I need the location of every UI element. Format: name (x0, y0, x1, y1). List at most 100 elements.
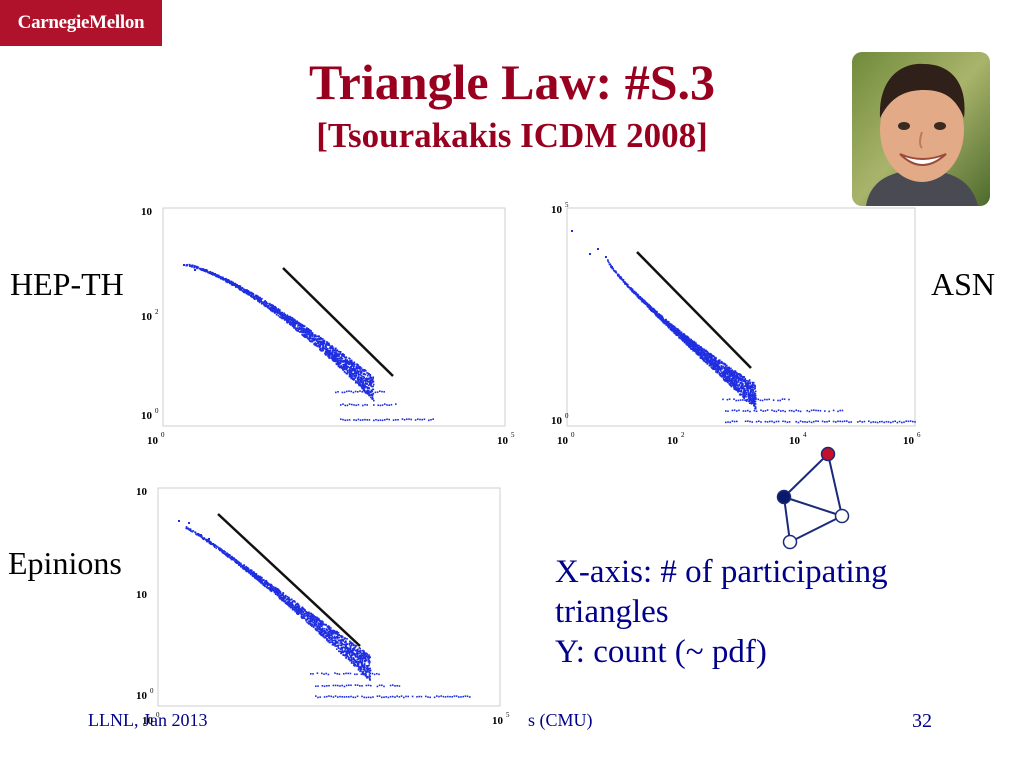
data-point (352, 374, 355, 376)
data-point (752, 394, 754, 397)
data-point (739, 375, 741, 378)
data-point (315, 624, 317, 626)
data-point (658, 317, 660, 319)
data-point (711, 359, 714, 361)
data-point (299, 325, 301, 328)
data-point (231, 284, 233, 286)
data-point (226, 552, 229, 555)
data-point (318, 627, 320, 630)
data-point (708, 364, 711, 366)
data-point (346, 366, 348, 368)
data-point (707, 352, 710, 355)
data-point (357, 648, 359, 651)
data-point (265, 579, 267, 582)
data-point (742, 391, 745, 394)
data-point (322, 346, 325, 348)
data-point (213, 273, 216, 276)
data-point (345, 655, 348, 657)
data-point (737, 390, 739, 393)
data-point (691, 344, 693, 346)
data-point (753, 402, 756, 404)
data-point (721, 366, 723, 369)
data-point (323, 627, 326, 630)
data-point (209, 540, 211, 543)
data-point (305, 610, 308, 613)
author-photo (852, 52, 990, 206)
x-tick-exponent: 6 (917, 431, 921, 439)
data-point (293, 318, 295, 320)
data-point (626, 283, 628, 286)
data-point (631, 290, 634, 293)
data-point (360, 655, 363, 658)
data-point (278, 597, 281, 600)
data-point (640, 300, 643, 302)
data-point (371, 395, 374, 397)
data-point (287, 602, 290, 604)
data-point (253, 295, 255, 298)
data-point (317, 627, 319, 630)
data-point (361, 695, 363, 698)
data-point (290, 602, 292, 604)
data-point (727, 421, 729, 423)
data-point (280, 597, 282, 600)
data-point (665, 319, 667, 321)
data-point (367, 655, 369, 658)
data-point (355, 419, 357, 422)
data-point (721, 375, 724, 378)
data-point (605, 256, 607, 258)
data-point (266, 583, 269, 586)
data-point (362, 382, 365, 385)
data-point (308, 617, 311, 620)
data-point (258, 576, 260, 579)
data-point (912, 420, 914, 423)
data-point (224, 551, 227, 553)
data-point (361, 378, 364, 381)
data-point (363, 376, 366, 378)
data-point (715, 359, 717, 362)
data-point (261, 579, 264, 582)
data-point (294, 603, 297, 606)
data-point (702, 357, 705, 359)
data-point (326, 341, 328, 344)
data-point (739, 378, 741, 381)
data-point (317, 696, 319, 699)
data-point (657, 313, 660, 316)
data-point (367, 392, 370, 395)
data-point (331, 345, 333, 347)
data-point (653, 310, 655, 313)
data-point (328, 344, 331, 346)
data-point (234, 283, 237, 286)
data-point (210, 272, 212, 275)
data-point (272, 308, 275, 311)
data-point (196, 265, 198, 268)
data-point (330, 627, 332, 629)
data-point (668, 324, 671, 327)
data-point (737, 389, 739, 391)
data-point (634, 293, 637, 295)
data-point (745, 392, 748, 394)
data-point (361, 391, 363, 393)
data-point (304, 334, 306, 336)
data-point (350, 658, 352, 661)
data-point (270, 309, 272, 312)
data-point (316, 340, 318, 342)
data-point (352, 696, 354, 699)
data-point (715, 370, 717, 373)
data-point (685, 338, 688, 341)
data-point (716, 364, 718, 367)
data-point (333, 642, 336, 645)
data-point (274, 586, 277, 589)
data-point (350, 360, 352, 362)
data-point (313, 623, 316, 626)
data-point (738, 384, 740, 387)
data-point (356, 658, 359, 661)
data-point (217, 275, 220, 278)
data-point (744, 410, 747, 412)
data-point (363, 379, 366, 382)
data-point (749, 396, 752, 399)
data-point (421, 418, 423, 421)
data-point (331, 354, 333, 356)
data-point (197, 534, 200, 537)
data-point (363, 368, 366, 371)
data-point (333, 643, 336, 646)
